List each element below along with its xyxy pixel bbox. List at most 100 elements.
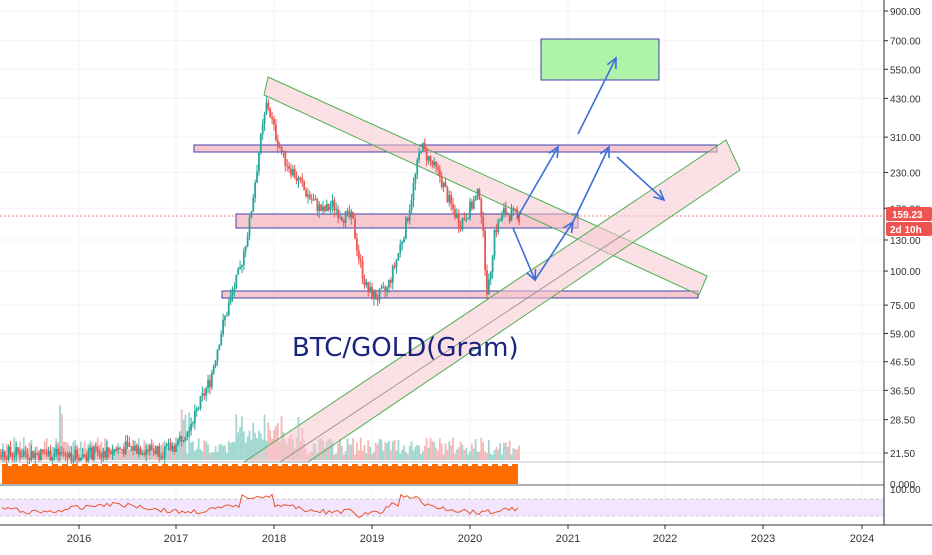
candle-body — [252, 197, 255, 212]
price-tick-label: 100.00 — [890, 267, 921, 278]
candle-body — [435, 161, 437, 167]
candle-body — [160, 456, 162, 458]
candle-body — [195, 408, 198, 411]
rsi-line — [1, 493, 519, 519]
volume-bar — [493, 450, 496, 460]
candle-body — [135, 445, 138, 454]
candle-body — [57, 448, 59, 456]
resistance-zone — [193, 144, 718, 153]
candle-body — [495, 230, 498, 233]
candle-body — [235, 274, 238, 289]
candle-body — [180, 435, 183, 442]
candle-body — [51, 457, 54, 461]
candle-body — [100, 454, 103, 458]
osc-notch — [158, 464, 162, 466]
volume-bar — [454, 453, 456, 460]
candle-body — [141, 453, 144, 455]
volume-bar — [482, 442, 485, 460]
candle-body — [254, 182, 257, 198]
candle-body — [437, 166, 439, 170]
candle-body — [386, 287, 388, 292]
volume-bar — [431, 441, 434, 460]
candle-body — [371, 286, 373, 299]
volume-bar — [429, 438, 432, 460]
osc-notch — [48, 464, 52, 466]
candle-body — [474, 195, 477, 201]
volume-bar — [205, 441, 208, 460]
volume-bar — [467, 454, 470, 460]
volume-bar — [134, 450, 136, 460]
candle-body — [316, 199, 319, 212]
osc-notch — [418, 464, 422, 466]
candle-body — [323, 206, 326, 212]
candle-body — [378, 289, 381, 301]
candle-body — [139, 448, 142, 455]
candle-body — [389, 280, 392, 283]
candle-body — [165, 444, 168, 447]
candle-body — [408, 210, 411, 221]
candle-body — [7, 446, 10, 460]
candle-body — [13, 456, 16, 458]
arrow-head — [599, 145, 610, 159]
candle-body — [182, 440, 185, 442]
candle-body — [282, 150, 285, 152]
candle-body — [301, 178, 304, 182]
volume-bar — [425, 438, 428, 460]
volume-bar — [450, 445, 453, 460]
candle-body — [250, 211, 253, 218]
osc-notch — [178, 464, 182, 466]
candle-body — [119, 448, 121, 450]
candle-body — [43, 452, 46, 455]
candle-body — [106, 447, 108, 458]
osc-notch — [8, 464, 12, 466]
price-tick-label: 230.00 — [890, 168, 921, 179]
osc-notch — [508, 464, 512, 466]
candle-body — [70, 452, 73, 463]
volume-bar — [472, 448, 475, 460]
arrow-head — [606, 56, 617, 70]
volume-bar — [469, 451, 471, 460]
volume-bar — [126, 441, 129, 460]
candle-body — [78, 457, 80, 461]
candle-body — [457, 213, 460, 227]
osc-notch — [58, 464, 62, 466]
volume-bar — [408, 445, 411, 460]
volume-bar — [518, 445, 520, 460]
candle-body — [261, 124, 264, 135]
candle-body — [111, 452, 114, 455]
candle-body — [510, 209, 513, 221]
volume-bar — [401, 449, 404, 460]
candle-body — [514, 208, 517, 210]
volume-bar — [329, 438, 332, 460]
candle-body — [201, 393, 204, 396]
volume-bar — [367, 440, 370, 460]
candle-body — [455, 213, 458, 218]
candle-body — [288, 165, 290, 169]
volume-bar — [78, 447, 80, 460]
osc-notch — [98, 464, 102, 466]
volume-bar — [252, 422, 255, 460]
candle-body — [145, 449, 148, 455]
volume-bar — [420, 454, 422, 460]
candle-body — [442, 182, 445, 187]
candle-body — [83, 454, 86, 457]
volume-bar — [476, 451, 479, 460]
candle-body — [190, 423, 192, 431]
candle-body — [518, 213, 520, 223]
volume-bar — [83, 441, 86, 460]
volume-bar — [465, 448, 468, 460]
candle-body — [9, 446, 12, 454]
candle-body — [506, 214, 509, 216]
candle-body — [348, 210, 351, 218]
volume-bar — [132, 452, 134, 460]
candle-body — [372, 290, 375, 299]
candle-body — [487, 279, 490, 295]
time-tick-label: 2024 — [850, 533, 874, 545]
osc-notch — [278, 464, 282, 466]
candle-body — [224, 316, 226, 321]
volume-bar — [59, 405, 61, 460]
osc-notch — [188, 464, 192, 466]
candle-body — [465, 218, 468, 220]
osc-notch — [438, 464, 442, 466]
